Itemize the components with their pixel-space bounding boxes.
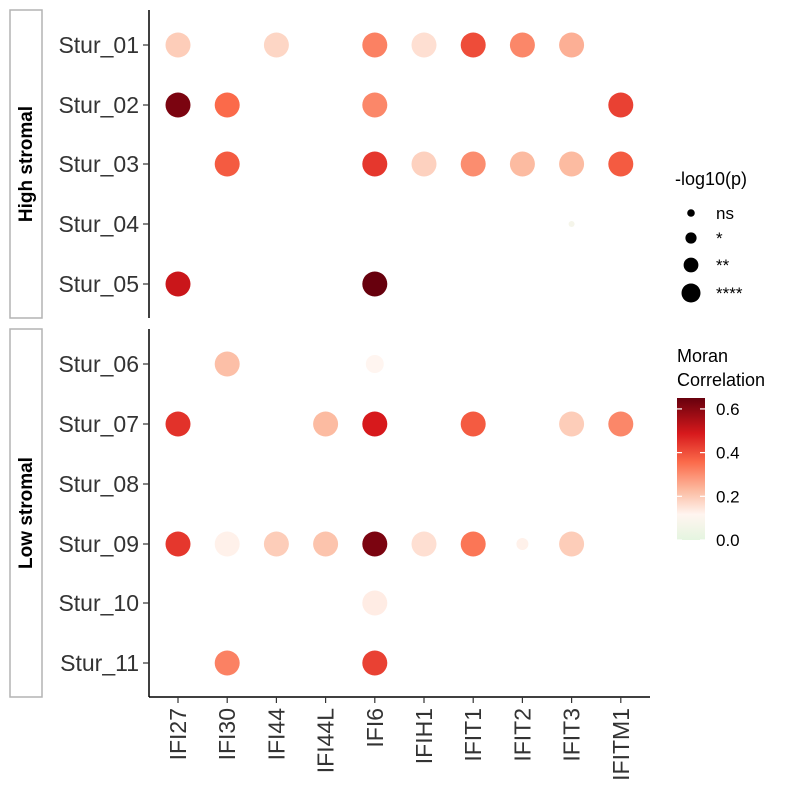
data-point [559, 32, 585, 58]
data-point [362, 32, 388, 58]
data-point [362, 411, 388, 437]
x-tick-label: IFIT1 [460, 708, 486, 762]
data-point [214, 92, 240, 118]
size-legend-key [683, 257, 699, 273]
data-point [214, 650, 240, 676]
data-point [362, 151, 388, 177]
facet-strip-high: High stromal [9, 9, 43, 319]
data-point [165, 411, 191, 437]
data-point [460, 151, 486, 177]
data-point [214, 351, 240, 377]
y-tick-label: Stur_05 [58, 271, 139, 297]
data-point [362, 92, 388, 118]
color-legend-title-line2: Correlation [677, 370, 765, 390]
data-point [362, 531, 388, 557]
size-legend-label: * [716, 229, 723, 248]
color-legend-bar [677, 398, 705, 540]
data-point [365, 355, 384, 373]
size-legend-label: **** [716, 284, 743, 303]
color-legend-tick-label: 0.4 [716, 444, 740, 463]
x-tick-label: IFIH1 [411, 708, 437, 764]
y-tick-label: Stur_11 [60, 650, 139, 676]
size-legend-key [685, 232, 697, 244]
size-legend-key [681, 283, 701, 303]
data-point [460, 531, 486, 557]
data-point [608, 151, 634, 177]
x-tick-label: IFI44L [313, 708, 339, 773]
size-legend-items: ns******* [681, 204, 743, 303]
data-point [411, 32, 437, 58]
data-point [263, 32, 289, 58]
data-point [362, 590, 388, 616]
facet-strip-low: Low stromal [9, 328, 43, 698]
data-point [165, 32, 191, 58]
y-tick-label: Stur_09 [58, 531, 139, 557]
data-point [516, 538, 529, 550]
data-point [165, 531, 191, 557]
data-point [165, 271, 191, 297]
facet-strip-box-low [9, 328, 43, 698]
data-point [362, 650, 388, 676]
size-legend-title: -log10(p) [675, 169, 747, 189]
data-points [165, 32, 634, 676]
data-point [608, 92, 634, 118]
color-legend: Moran Correlation 0.0 0.2 0.4 0.6 [677, 346, 765, 550]
color-legend-tick-label: 0.2 [716, 487, 740, 506]
y-tick-label: Stur_10 [58, 590, 139, 616]
size-legend: -log10(p) ns******* [675, 169, 747, 303]
y-tick-label: Stur_08 [58, 471, 139, 497]
y-tick-label: Stur_07 [58, 411, 139, 437]
x-tick-label: IFI44 [263, 708, 289, 761]
y-tick-label: Stur_04 [58, 211, 139, 237]
data-point [559, 411, 585, 437]
size-legend-label: ns [716, 204, 734, 223]
data-point [214, 151, 240, 177]
data-point [362, 271, 388, 297]
data-point [509, 32, 535, 58]
data-point [313, 531, 339, 557]
data-point [411, 531, 437, 557]
color-legend-tick-label: 0.6 [716, 400, 740, 419]
data-point [165, 92, 191, 118]
facet-strip-label-low: Low stromal [16, 457, 37, 569]
data-point [559, 531, 585, 557]
y-tick-label: Stur_02 [58, 92, 139, 118]
y-tick-label: Stur_01 [58, 32, 139, 58]
y-tick-label: Stur_03 [58, 151, 139, 177]
color-legend-title-line1: Moran [677, 346, 728, 366]
x-tick-label: IFI30 [214, 708, 240, 760]
y-axis-ticks: Stur_01 Stur_02 Stur_03 Stur_04 Stur_05 Stur_… [58, 32, 149, 676]
data-point [460, 411, 486, 437]
data-point [214, 531, 240, 557]
data-point [313, 411, 339, 437]
x-tick-label: IFI27 [165, 708, 191, 760]
data-point [608, 411, 634, 437]
data-point [263, 531, 289, 557]
data-point [460, 32, 486, 58]
x-tick-label: IFI6 [362, 708, 388, 748]
facet-strip-label-high: High stromal [16, 106, 37, 222]
color-legend-tick-label: 0.0 [716, 531, 740, 550]
y-tick-label: Stur_06 [58, 351, 139, 377]
data-point [568, 221, 575, 227]
x-tick-label: IFIT2 [509, 708, 535, 762]
data-point [411, 151, 437, 177]
size-legend-label: ** [716, 256, 730, 275]
size-legend-key [687, 209, 695, 217]
x-tick-label: IFIT3 [559, 708, 585, 762]
x-tick-label: IFITM1 [608, 708, 634, 781]
data-point [559, 151, 585, 177]
x-axis-ticks: IFI27 IFI30 IFI44 IFI44L IFI6 IFIH1 IFIT1 IFIT2… [165, 697, 634, 781]
facet-strip-box-high [9, 9, 43, 319]
color-legend-ticks: 0.0 0.2 0.4 0.6 [677, 400, 740, 550]
data-point [509, 151, 535, 177]
